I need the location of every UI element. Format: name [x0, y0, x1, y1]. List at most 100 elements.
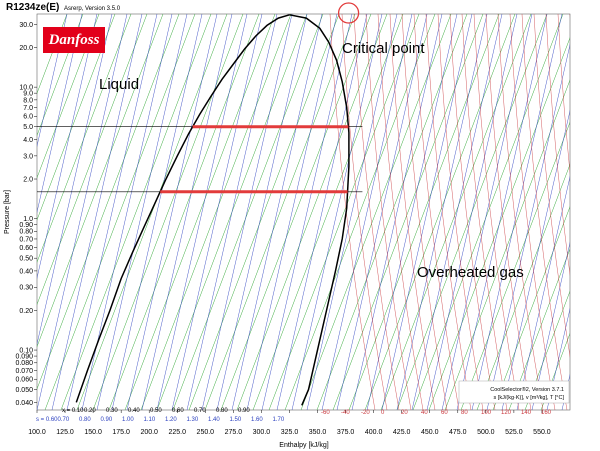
highlighted-pressure-lines — [160, 125, 349, 194]
y-axis-label: Pressure [bar] — [4, 190, 11, 234]
y-tick-label: 30.0 — [19, 22, 33, 29]
isochore-line — [284, 14, 436, 410]
isentrope-line — [171, 14, 263, 410]
x-tick-label: 400.0 — [365, 429, 383, 436]
temperature-label: 100 — [481, 410, 492, 416]
y-tick-label: 1.0 — [23, 216, 33, 223]
isentrope-line — [231, 14, 323, 410]
isochore-line — [60, 14, 212, 410]
isochore-line — [540, 332, 570, 410]
isentrope-line — [501, 109, 570, 410]
isochore-line — [172, 14, 324, 410]
quality-label: x = 0.10 — [62, 408, 84, 414]
y-tick-label: 0.80 — [19, 229, 33, 236]
isotherm-line — [353, 14, 400, 410]
isochore-line — [37, 14, 84, 137]
isentrope-line — [37, 14, 113, 346]
critical-point-marker — [337, 2, 360, 24]
y-tick-label: 10.0 — [19, 85, 33, 92]
y-tick-label: 7.0 — [23, 105, 33, 112]
y-tick-label: 0.70 — [19, 236, 33, 243]
quality-label: 0.50 — [150, 408, 162, 414]
isochore-line — [348, 14, 500, 410]
y-tick-label: 0.90 — [19, 222, 33, 229]
x-axis-ticks: 100.0 125.0 150.0 175.0 200.0 225.0 250.0 275.0… — [28, 410, 551, 436]
isotherm-line — [521, 14, 568, 410]
isochore-line — [140, 14, 292, 410]
x-axis-label: Enthalpy [kJ/kg] — [279, 442, 328, 449]
isentrope-line — [411, 14, 503, 410]
x-tick-label: 225.0 — [168, 429, 186, 436]
isentrope-line — [37, 14, 128, 410]
isochore-line — [37, 14, 148, 306]
logo-text: Danfoss — [48, 32, 100, 48]
temperature-label: 60 — [441, 410, 448, 416]
entropy-label: 0.80 — [79, 417, 91, 423]
quality-label: 0.80 — [216, 408, 228, 414]
y-tick-label: 9.0 — [23, 91, 33, 98]
critical-point-circle — [337, 2, 360, 24]
isentrope-line — [321, 14, 413, 410]
y-tick-label: 0.040 — [15, 400, 33, 407]
isotherm-line — [509, 14, 556, 410]
isochore-line — [92, 14, 244, 410]
critical-point-label: Critical point — [342, 40, 425, 57]
y-tick-label: 0.30 — [19, 285, 33, 292]
temperature-label: 160 — [541, 410, 552, 416]
isochore-line — [108, 14, 260, 410]
temperature-label: 140 — [521, 410, 532, 416]
x-tick-label: 475.0 — [449, 429, 467, 436]
y-tick-label: 0.20 — [19, 308, 33, 315]
isentrope-line — [141, 14, 233, 410]
entropy-label: 1.60 — [251, 417, 263, 423]
overheated-gas-label: Overheated gas — [417, 264, 524, 281]
temperature-label: 120 — [501, 410, 512, 416]
isentrope-line — [291, 14, 383, 410]
entropy-label: 1.10 — [144, 417, 156, 423]
isentrope-line — [111, 14, 203, 410]
x-tick-label: 500.0 — [477, 429, 495, 436]
isochore-line — [524, 290, 570, 410]
isochore-line — [37, 14, 164, 348]
isochore-line — [37, 14, 116, 221]
isentrope-line — [37, 14, 83, 214]
x-tick-label: 275.0 — [225, 429, 243, 436]
isotherm-line — [497, 14, 544, 410]
isentrope-line — [531, 241, 570, 410]
entropy-label: 1.70 — [273, 417, 285, 423]
chart-title: R1234ze(E) — [6, 2, 59, 13]
isotherm-line — [377, 14, 424, 410]
saturation-dome — [75, 14, 350, 406]
liquid-label: Liquid — [99, 76, 139, 93]
y-tick-label: 2.0 — [23, 176, 33, 183]
x-tick-label: 525.0 — [505, 429, 523, 436]
entropy-label: 1.20 — [165, 417, 177, 423]
y-tick-label: 0.060 — [15, 377, 33, 384]
isochore-line — [204, 14, 356, 410]
x-tick-label: 200.0 — [140, 429, 158, 436]
isentrope-line — [441, 14, 533, 410]
isotherm-line — [473, 14, 520, 410]
isotherm-line — [365, 14, 412, 410]
isentrope-line — [201, 14, 293, 410]
x-tick-label: 550.0 — [533, 429, 551, 436]
y-tick-label: 5.0 — [23, 124, 33, 131]
isochore-line — [460, 121, 570, 410]
y-tick-label: 8.0 — [23, 97, 33, 104]
x-tick-label: 250.0 — [197, 429, 215, 436]
isentrope-line — [216, 14, 308, 410]
x-tick-label: 375.0 — [337, 429, 355, 436]
isochore-line — [37, 14, 100, 179]
isentrope-line — [126, 14, 218, 410]
isentrope-line — [546, 307, 570, 410]
isochore-line — [37, 14, 132, 263]
temperature-label: 0 — [381, 410, 385, 416]
saturated-vapor-curve — [289, 14, 350, 406]
quality-label: 0.60 — [172, 408, 184, 414]
temperature-label: 20 — [401, 410, 408, 416]
temperature-label: -40 — [341, 410, 350, 416]
entropy-label: 1.50 — [230, 417, 242, 423]
entropy-label: 1.00 — [122, 417, 134, 423]
y-tick-label: 0.10 — [19, 347, 33, 354]
isotherm-line — [401, 14, 448, 410]
